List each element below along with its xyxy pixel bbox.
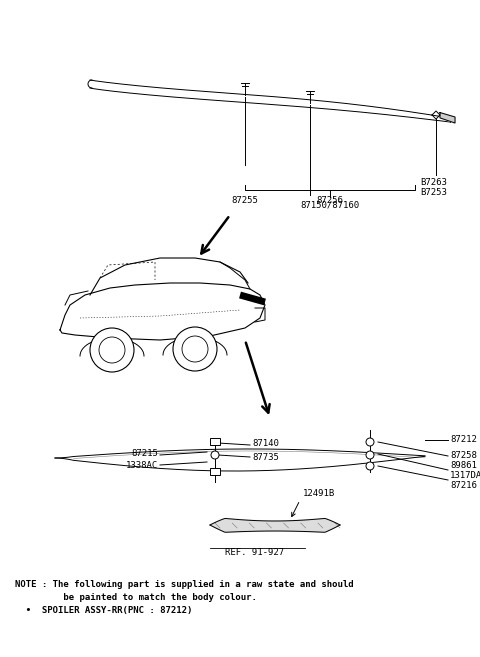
Text: REF. 91-927: REF. 91-927 [226,548,285,557]
Polygon shape [440,112,455,123]
Circle shape [182,336,208,362]
Text: 87212: 87212 [450,436,477,445]
Bar [210,438,220,445]
Circle shape [211,451,219,459]
Circle shape [366,438,374,446]
Circle shape [366,462,374,470]
Text: be painted to match the body colour.: be painted to match the body colour. [15,593,257,602]
Text: 89861: 89861 [450,461,477,470]
Circle shape [99,337,125,363]
Text: 1338AC: 1338AC [126,461,158,470]
Circle shape [173,327,217,371]
Text: 87150/87160: 87150/87160 [300,200,360,209]
Polygon shape [210,518,340,532]
Text: NOTE : The following part is supplied in a raw state and should: NOTE : The following part is supplied in… [15,580,354,589]
Text: 87255: 87255 [231,196,258,205]
Bar [210,468,220,475]
Polygon shape [90,80,450,122]
Text: B7263: B7263 [420,178,447,187]
Text: 12491B: 12491B [303,489,335,498]
Text: 87140: 87140 [252,438,279,447]
Polygon shape [55,449,425,471]
Text: 1317DA: 1317DA [450,472,480,480]
Text: B7253: B7253 [420,188,447,197]
Text: •  SPOILER ASSY-RR(PNC : 87212): • SPOILER ASSY-RR(PNC : 87212) [15,606,192,615]
Text: 87215: 87215 [131,449,158,457]
Circle shape [366,451,374,459]
Text: 87258: 87258 [450,451,477,461]
Text: 87256: 87256 [317,196,343,205]
Circle shape [90,328,134,372]
Text: 87735: 87735 [252,453,279,461]
Text: 87216: 87216 [450,482,477,491]
